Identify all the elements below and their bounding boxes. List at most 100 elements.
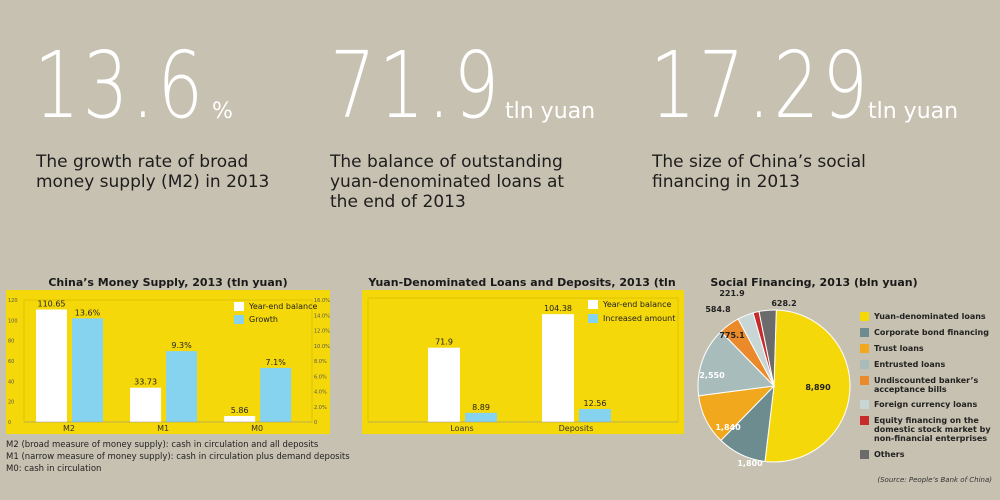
y-tick-label: 100 [8,318,18,324]
bar-growth-m1 [166,351,198,422]
slice-label: 221.9 [719,289,745,298]
legend-label: Trust loans [874,344,924,353]
legend-label: Undiscounted banker’s acceptance bills [874,376,979,394]
legend-label: Year-end balance [248,302,318,311]
stat-value: 71.9 [330,32,503,139]
pie-legend-item: Trust loans [860,344,1000,353]
y2-tick-label: 16.0% [314,298,330,304]
pie-legend-item: Foreign currency loans [860,400,1000,409]
pie-legend-item: Undiscounted banker’s acceptance bills [860,376,1000,394]
stat-unit: % [212,99,233,124]
chart-panel-money-supply: 0 20 40 60 80 100 120 0 2.0% 4.0% 6.0% 8.0% 10.0% 12.… [6,290,330,434]
pie-slice-1 [764,309,851,463]
category-label: M0 [251,424,263,433]
stat-desc-social: The size of China’s social financing in … [652,152,866,192]
pie-legend-item: Entrusted loans [860,360,1000,369]
legend-swatch [860,344,869,353]
y2-tick-label: 6.0% [314,374,327,380]
note-m1: M1 (narrow measure of money supply): cas… [6,452,350,462]
legend-swatch [860,360,869,369]
legend-swatch-increase [588,314,598,323]
legend-swatch [860,376,869,385]
pie-legend-item: Yuan-denominated loans [860,312,1000,321]
note-m2: M2 (broad measure of money supply): cash… [6,440,319,450]
legend-swatch [860,328,869,337]
y2-tick-label: 12.0% [314,329,330,335]
pie-slice-8 [758,309,777,387]
legend-swatch-growth [234,315,244,324]
bar-balance-m0 [224,416,256,422]
y-tick-label: 0 [8,420,11,426]
slice-label: 775.1 [719,331,745,340]
legend-swatch-balance [588,300,598,309]
y2-tick-label: 0 [314,420,317,426]
legend-label: Corporate bond financing [874,328,989,337]
stat-unit: tln yuan [505,99,596,124]
legend-label: Equity financing on the domestic stock m… [874,416,991,443]
chart-panel-loans-deposits: 71.9 8.89 Loans 104.38 12.56 Deposits Year-end… [362,290,684,434]
y-tick-label: 60 [8,359,14,365]
legend-label: Entrusted loans [874,360,946,369]
category-label: Loans [450,424,473,433]
slice-label: 584.8 [705,305,731,314]
social-financing-pie: 8,890 1,800 1,840 2,550 775.1 584.8 221.9 628.2 [697,289,851,468]
legend-swatch-balance [234,302,244,311]
slice-label: 1,800 [737,459,763,468]
category-label: Deposits [559,424,594,433]
category-label: M2 [63,424,75,433]
legend-label: Others [874,450,905,459]
stat-m2-growth: 13.6 % [34,40,255,132]
data-label: 13.6% [75,308,101,317]
data-label: 7.1% [265,358,286,367]
bar-balance-loans [428,347,460,422]
legend-swatch [860,416,869,425]
pie-legend-item: Equity financing on the domestic stock m… [860,416,1000,443]
legend-label: Yuan-denominated loans [874,312,986,321]
stat-value: 13.6 [34,32,207,139]
bar-balance-deposits [542,314,574,422]
slice-label: 2,550 [699,371,725,380]
bar-growth-m2 [72,318,103,422]
legend-swatch [860,400,869,409]
data-label: 110.65 [38,300,66,309]
pie-legend-item: Others [860,450,1000,459]
y-tick-label: 80 [8,339,14,345]
data-label: 9.3% [171,341,192,350]
slice-label: 628.2 [771,299,796,308]
y-tick-label: 40 [8,379,14,385]
y2-tick-label: 2.0% [314,405,327,411]
data-label: 8.89 [472,403,490,412]
legend-label: Foreign currency loans [874,400,978,409]
y2-tick-label: 8.0% [314,359,327,365]
stat-desc-m2: The growth rate of broad money supply (M… [36,152,270,192]
y2-tick-label: 14.0% [314,313,330,319]
data-label: 33.73 [134,378,157,387]
legend-label: Year-end balance [602,300,672,309]
note-m0: M0: cash in circulation [6,464,102,474]
y2-tick-label: 4.0% [314,390,327,396]
stat-desc-loans: The balance of outstanding yuan-denomina… [330,152,565,212]
y-tick-label: 120 [8,298,18,304]
pie-legend-item: Corporate bond financing [860,328,1000,337]
pie-slice-4 [697,330,776,397]
slice-label: 8,890 [805,383,831,392]
legend-swatch [860,312,869,321]
bar-growth-m0 [260,367,292,422]
bar-balance-m1 [130,387,162,422]
legend-label: Increased amount [603,314,675,323]
stat-social-financing: 17.29 tln yuan [650,32,958,139]
stat-unit: tln yuan [868,99,959,124]
bar-increase-deposits [579,409,611,422]
source-note: (Source: People’s Bank of China) [877,476,992,484]
data-label: 104.38 [544,304,572,313]
data-label: 12.56 [584,399,607,408]
bar-balance-m2 [36,309,67,422]
slice-label: 1,840 [715,423,741,432]
y-tick-label: 20 [8,400,14,406]
legend-swatch [860,450,869,459]
chart-title-social-financing: Social Financing, 2013 (bln yuan) [710,276,918,289]
stat-value: 17.29 [650,32,872,139]
money-supply-chart: 0 20 40 60 80 100 120 0 2.0% 4.0% 6.0% 8.0% 10.0% 12.… [8,298,330,433]
stat-loans-balance: 71.9 tln yuan [330,32,595,139]
category-label: M1 [157,424,169,433]
